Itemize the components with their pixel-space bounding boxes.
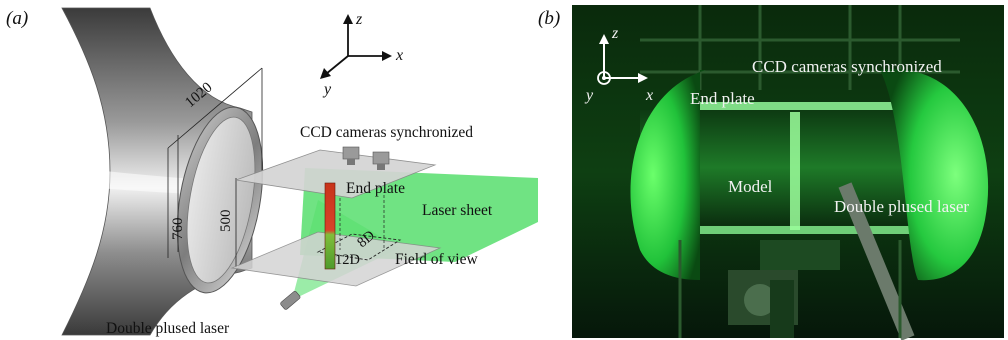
axis-x-arrow-b [638,73,648,83]
laser-source [280,291,301,310]
laser-tube-b [838,182,915,340]
axis-x-label-b: x [645,87,653,104]
label-end-plate-b: End plate [690,89,755,108]
label-end-plate-a: End plate [346,180,405,197]
stand-base [678,240,902,338]
label-laser-b: Double plused laser [834,197,969,216]
axes-a [325,22,384,75]
dimension-lines [167,67,263,268]
dim-fov-width: 12D [335,252,360,268]
dim-gap: 500 [218,210,234,233]
axis-z-label-a: z [355,11,363,28]
camera-2 [372,151,390,170]
panel-b: (b) [538,5,1004,340]
label-laser-a: Double plused laser [106,320,230,337]
model-b [790,112,800,230]
label-field-of-view: Field of view [395,251,478,268]
end-plate-left [630,70,706,280]
panel-a: (a) 1020 760 500 [6,7,538,337]
end-plate-top-bar [660,102,940,110]
axis-y-out-symbol [597,71,611,85]
panel-a-label: (a) [6,8,28,29]
axis-x-label-a: x [395,47,403,64]
model-cylinder [324,182,336,270]
axis-y-out-dot [602,76,606,80]
field-of-view-box [316,233,402,261]
end-plate-right [880,69,989,281]
label-model-b: Model [728,177,773,196]
axis-y-arrow-a [320,68,331,79]
label-cameras-a: CCD cameras synchronized [300,124,473,141]
axis-z-arrow-a [343,14,353,24]
axis-y-label-b: y [584,87,594,104]
axis-z-arrow-b [599,34,609,44]
label-cameras-b: CCD cameras synchronized [752,57,942,76]
camera-1 [342,146,360,165]
label-laser-sheet: Laser sheet [422,202,493,219]
axis-x-arrow-a [382,51,392,61]
axis-y-label-a: y [322,81,332,98]
panel-b-label: (b) [538,8,560,29]
outlet-opening [186,116,256,284]
axis-z-label-b: z [611,25,619,42]
end-plate-lower [230,231,442,287]
dim-height: 760 [170,218,186,241]
